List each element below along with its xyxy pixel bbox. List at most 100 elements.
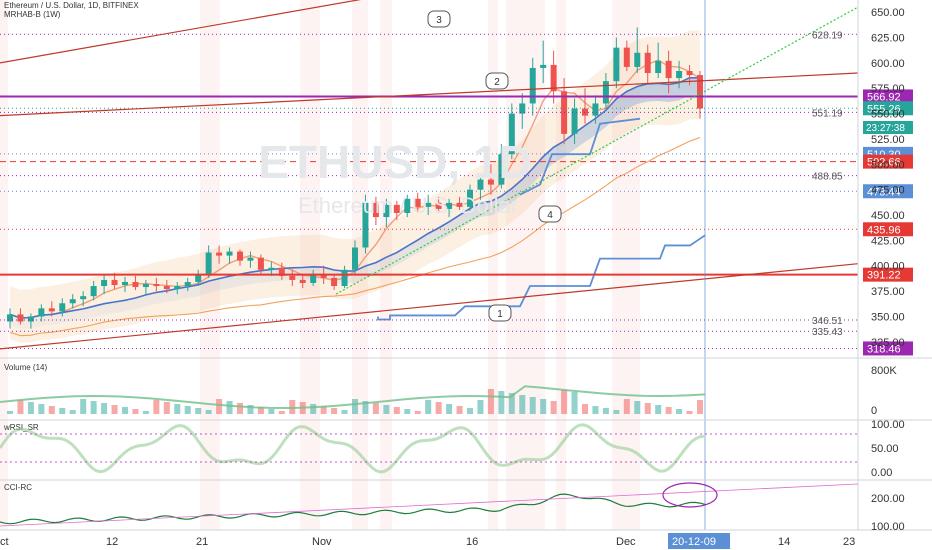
candle[interactable] bbox=[17, 314, 24, 322]
countdown-label: 23:27:38 bbox=[866, 123, 905, 134]
candle[interactable] bbox=[38, 308, 45, 317]
candle[interactable] bbox=[383, 204, 390, 218]
stepped-upper-line bbox=[519, 117, 641, 196]
candle[interactable] bbox=[174, 286, 181, 290]
price-label: 502.66 bbox=[867, 157, 901, 169]
candle[interactable] bbox=[393, 204, 400, 213]
callout-2-label: 2 bbox=[494, 77, 500, 88]
candle[interactable] bbox=[90, 286, 97, 297]
candle[interactable] bbox=[310, 273, 317, 283]
candle[interactable] bbox=[634, 52, 641, 67]
volume-bar bbox=[592, 406, 599, 414]
candle[interactable] bbox=[644, 52, 651, 74]
candle[interactable] bbox=[623, 47, 630, 67]
candle[interactable] bbox=[153, 284, 160, 287]
candle[interactable] bbox=[540, 64, 547, 68]
callout-4[interactable]: 4 bbox=[538, 205, 562, 223]
candle[interactable] bbox=[550, 64, 557, 92]
volume-bar bbox=[80, 399, 87, 414]
candle[interactable] bbox=[341, 269, 348, 287]
candle[interactable] bbox=[467, 189, 473, 207]
candle[interactable] bbox=[487, 179, 494, 185]
time-tick-label: Nov bbox=[312, 536, 332, 548]
candle[interactable] bbox=[686, 71, 693, 76]
candle[interactable] bbox=[216, 252, 223, 256]
candle[interactable] bbox=[289, 275, 296, 280]
price-tick-label: 350.00 bbox=[871, 311, 905, 323]
candle[interactable] bbox=[519, 103, 526, 114]
callout-2[interactable]: 2 bbox=[485, 72, 509, 90]
envelope-band bbox=[10, 30, 700, 343]
candle[interactable] bbox=[142, 284, 149, 288]
candle[interactable] bbox=[122, 281, 128, 286]
volume-bar bbox=[665, 407, 672, 414]
price-tick-label: 425.00 bbox=[871, 235, 905, 247]
candle[interactable] bbox=[163, 286, 170, 290]
volume-bar bbox=[27, 402, 34, 414]
candle[interactable] bbox=[665, 60, 672, 79]
candle[interactable] bbox=[352, 247, 358, 270]
candle[interactable] bbox=[613, 47, 620, 82]
candle[interactable] bbox=[477, 179, 484, 190]
candle[interactable] bbox=[7, 314, 13, 322]
candle[interactable] bbox=[498, 154, 505, 185]
panel-tick-label: 0 bbox=[871, 405, 877, 417]
candle[interactable] bbox=[435, 202, 442, 209]
candle[interactable] bbox=[592, 103, 599, 116]
price-tick-label: 375.00 bbox=[871, 286, 905, 298]
volume-bar bbox=[278, 411, 285, 414]
candle[interactable] bbox=[655, 60, 662, 74]
candle[interactable] bbox=[247, 257, 254, 261]
candle[interactable] bbox=[69, 299, 76, 304]
candle[interactable] bbox=[425, 202, 432, 207]
candle[interactable] bbox=[331, 277, 338, 287]
candle[interactable] bbox=[278, 267, 285, 276]
volume-bar bbox=[163, 402, 170, 414]
candle[interactable] bbox=[257, 257, 264, 270]
candle[interactable] bbox=[59, 303, 66, 312]
candle[interactable] bbox=[111, 279, 118, 286]
volume-bar bbox=[17, 400, 24, 414]
candle[interactable] bbox=[226, 251, 233, 256]
candle[interactable] bbox=[299, 279, 306, 283]
candle[interactable] bbox=[48, 308, 55, 312]
candle[interactable] bbox=[508, 113, 515, 155]
candle[interactable] bbox=[132, 281, 139, 288]
candle[interactable] bbox=[372, 202, 379, 218]
volume-bar bbox=[331, 408, 338, 414]
callout-3[interactable]: 3 bbox=[427, 10, 451, 28]
candle[interactable] bbox=[446, 202, 453, 209]
volume-bar bbox=[174, 404, 181, 414]
candle[interactable] bbox=[320, 273, 327, 278]
panel-tick-label: 200.00 bbox=[871, 493, 905, 505]
candle[interactable] bbox=[184, 281, 191, 287]
candle[interactable] bbox=[571, 108, 578, 134]
candle[interactable] bbox=[268, 267, 275, 270]
candle[interactable] bbox=[237, 251, 243, 261]
volume-bar bbox=[697, 400, 703, 414]
level-label: 551.19 bbox=[812, 108, 843, 119]
candle[interactable] bbox=[697, 75, 703, 109]
volume-bar bbox=[184, 406, 191, 414]
candle[interactable] bbox=[602, 81, 609, 104]
candle[interactable] bbox=[529, 67, 536, 104]
cci-trend bbox=[0, 483, 859, 527]
candle[interactable] bbox=[676, 71, 683, 79]
callout-1[interactable]: 1 bbox=[488, 304, 512, 322]
volume-bar bbox=[613, 410, 620, 414]
volume-bar bbox=[38, 404, 45, 414]
candle[interactable] bbox=[205, 252, 212, 274]
candle[interactable] bbox=[195, 273, 202, 282]
candle[interactable] bbox=[101, 279, 108, 287]
candle[interactable] bbox=[456, 202, 463, 207]
candle[interactable] bbox=[414, 198, 421, 207]
trendline-3 bbox=[0, 0, 362, 64]
candle[interactable] bbox=[27, 316, 34, 322]
panel-tick-label: 0.00 bbox=[871, 467, 892, 479]
candle[interactable] bbox=[80, 296, 87, 300]
price-tick-label: 475.00 bbox=[871, 185, 905, 197]
price-label: 435.96 bbox=[867, 224, 901, 236]
candle[interactable] bbox=[404, 198, 411, 213]
candle[interactable] bbox=[362, 202, 369, 248]
